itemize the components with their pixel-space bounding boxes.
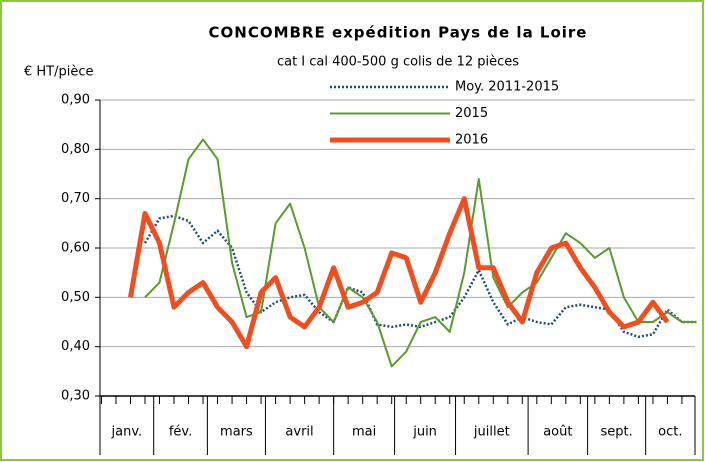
x-category-label: oct. bbox=[658, 425, 682, 440]
x-category-label: sept. bbox=[601, 425, 633, 440]
x-category-label: août bbox=[543, 425, 572, 440]
y-axis-label: € HT/pièce bbox=[24, 65, 94, 80]
y-tick-label: 0,50 bbox=[61, 290, 90, 305]
y-tick-label: 0,70 bbox=[61, 191, 90, 206]
chart-title: CONCOMBRE expédition Pays de la Loire bbox=[209, 24, 588, 42]
y-tick-label: 0,40 bbox=[61, 339, 90, 354]
series-line bbox=[128, 196, 670, 350]
y-tick-label: 0,80 bbox=[61, 142, 90, 157]
x-category-label: mars bbox=[220, 425, 253, 440]
legend-label: 2016 bbox=[455, 133, 488, 148]
y-tick-label: 0,60 bbox=[61, 241, 90, 256]
y-tick-label: 0,30 bbox=[61, 389, 90, 404]
x-category-label: janv. bbox=[111, 425, 143, 440]
x-category-label: juillet bbox=[473, 425, 510, 440]
x-category-label: fév. bbox=[169, 425, 192, 440]
y-tick-label: 0,90 bbox=[61, 93, 90, 108]
legend-label: Moy. 2011-2015 bbox=[455, 80, 559, 95]
x-category-label: juin bbox=[412, 425, 437, 440]
x-category-label: avril bbox=[285, 425, 313, 440]
series-line bbox=[143, 214, 697, 339]
series-line bbox=[144, 138, 697, 368]
chart-subtitle: cat I cal 400-500 g colis de 12 pièces bbox=[277, 55, 519, 70]
legend-label: 2015 bbox=[455, 106, 488, 121]
x-category-label: mai bbox=[352, 425, 376, 440]
